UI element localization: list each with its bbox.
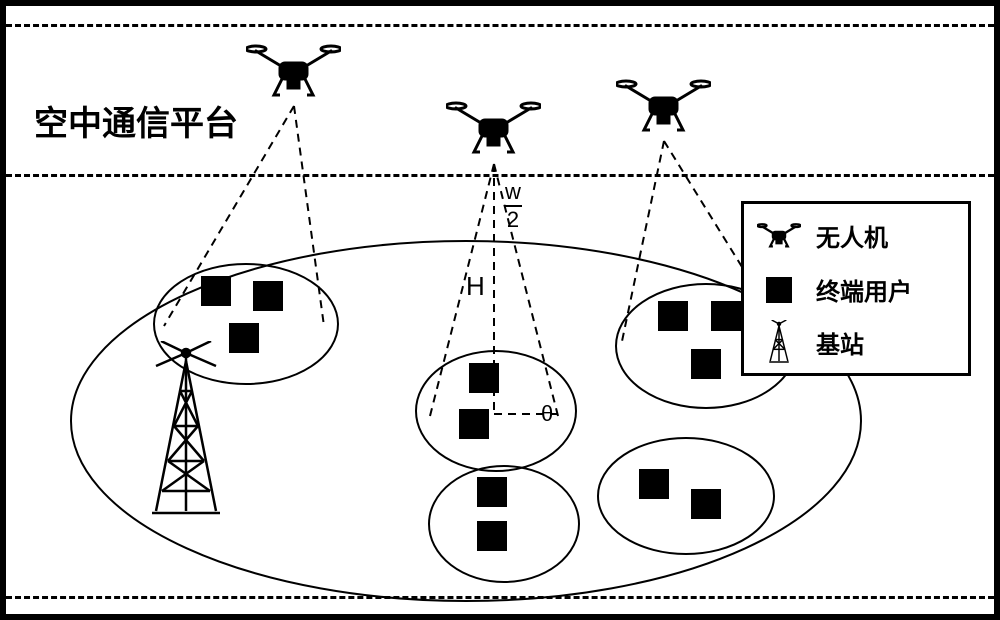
legend-row-drone: 无人机	[756, 218, 888, 253]
user-point	[711, 301, 741, 331]
user-point	[477, 477, 507, 507]
tower-icon	[756, 320, 802, 364]
user-point	[658, 301, 688, 331]
legend-label-tower: 基站	[816, 325, 864, 360]
user-point	[691, 349, 721, 379]
user-point	[469, 363, 499, 393]
user-point	[201, 276, 231, 306]
base-station-tower	[136, 341, 236, 521]
drone-icon	[756, 222, 802, 250]
legend-label-user: 终端用户	[816, 272, 912, 307]
user-point	[691, 489, 721, 519]
legend-label-drone: 无人机	[816, 218, 888, 253]
legend-row-tower: 基站	[756, 320, 864, 364]
legend-box: 无人机 终端用户	[741, 201, 971, 376]
legend-row-user: 终端用户	[756, 272, 912, 307]
user-icon	[756, 277, 802, 303]
user-point	[639, 469, 669, 499]
diagram-frame: 空中通信平台	[0, 0, 1000, 620]
user-point	[459, 409, 489, 439]
user-point	[477, 521, 507, 551]
user-point	[253, 281, 283, 311]
